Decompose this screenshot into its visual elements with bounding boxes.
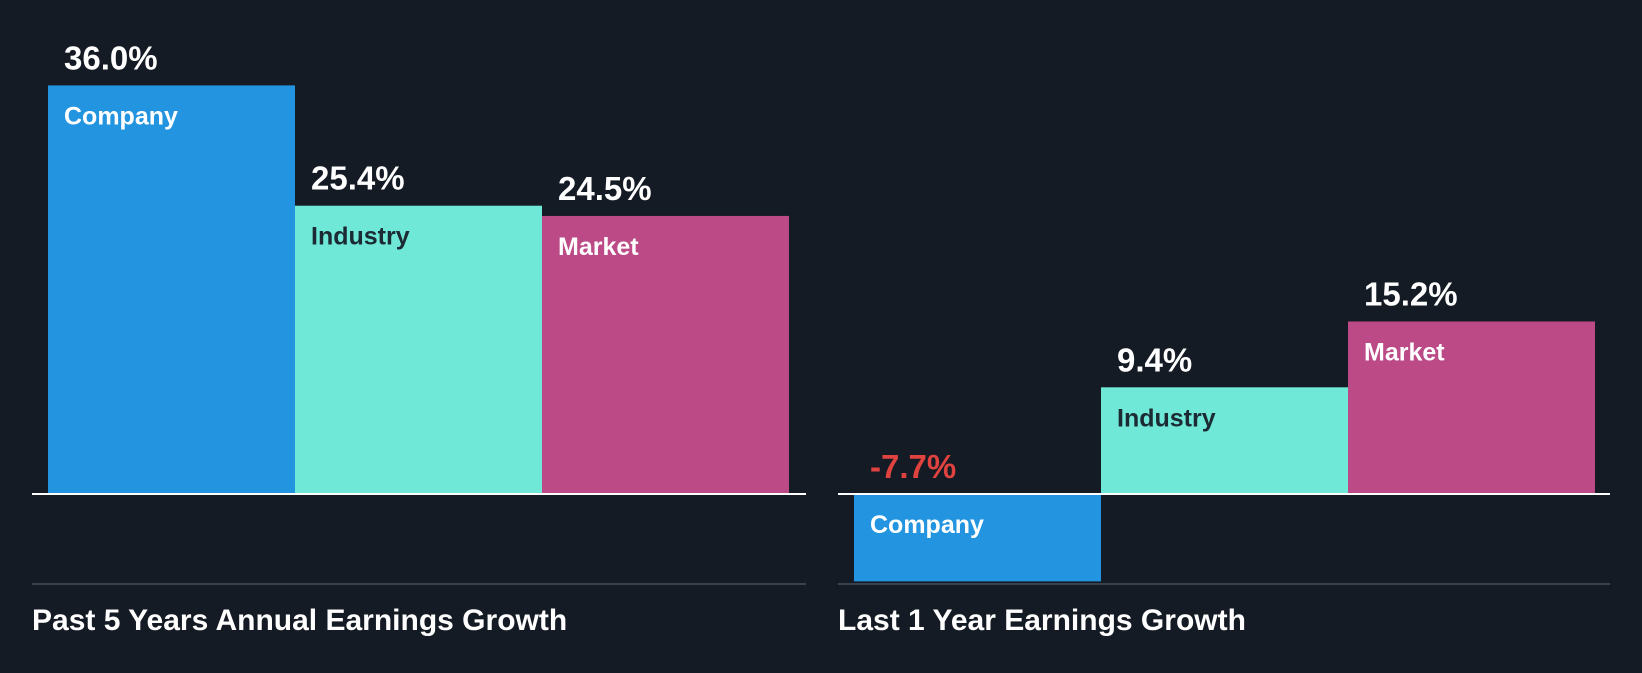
value-label-industry-last-1-year: 9.4% xyxy=(1117,341,1192,378)
category-label-company-past-5-years: Company xyxy=(64,102,178,130)
category-label-industry-last-1-year: Industry xyxy=(1117,404,1216,432)
bar-industry-last-1-year xyxy=(1101,387,1348,494)
category-label-market-last-1-year: Market xyxy=(1364,338,1445,366)
value-label-industry-past-5-years: 25.4% xyxy=(311,160,405,197)
value-label-company-past-5-years: 36.0% xyxy=(64,39,158,76)
bar-market-past-5-years xyxy=(542,215,789,495)
category-label-market-past-5-years: Market xyxy=(558,233,639,261)
bar-company-past-5-years xyxy=(48,85,295,495)
chart-title-past-5-years: Past 5 Years Annual Earnings Growth xyxy=(32,604,568,637)
value-label-market-past-5-years: 24.5% xyxy=(558,170,652,207)
bar-company-last-1-year xyxy=(854,494,1101,582)
category-label-company-last-1-year: Company xyxy=(870,511,984,539)
chart-title-last-1-year: Last 1 Year Earnings Growth xyxy=(838,604,1246,637)
bar-industry-past-5-years xyxy=(295,205,542,494)
bar-market-last-1-year xyxy=(1348,321,1595,494)
value-label-company-last-1-year: -7.7% xyxy=(870,448,956,485)
category-label-industry-past-5-years: Industry xyxy=(311,223,410,251)
value-label-market-last-1-year: 15.2% xyxy=(1364,275,1458,312)
